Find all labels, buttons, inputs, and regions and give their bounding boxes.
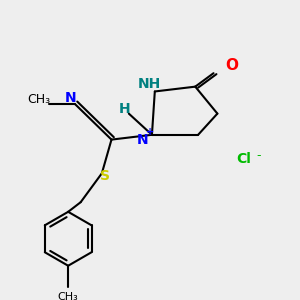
Text: N: N [136,133,148,147]
Text: N: N [65,91,77,105]
Text: H: H [119,102,131,116]
Text: S: S [100,169,110,183]
Text: CH₃: CH₃ [58,292,79,300]
Text: NH: NH [137,77,161,91]
Text: CH₃: CH₃ [28,93,51,106]
Text: O: O [225,58,238,73]
Text: -: - [256,149,260,163]
Text: Cl: Cl [237,152,251,166]
Text: +: + [146,127,154,137]
